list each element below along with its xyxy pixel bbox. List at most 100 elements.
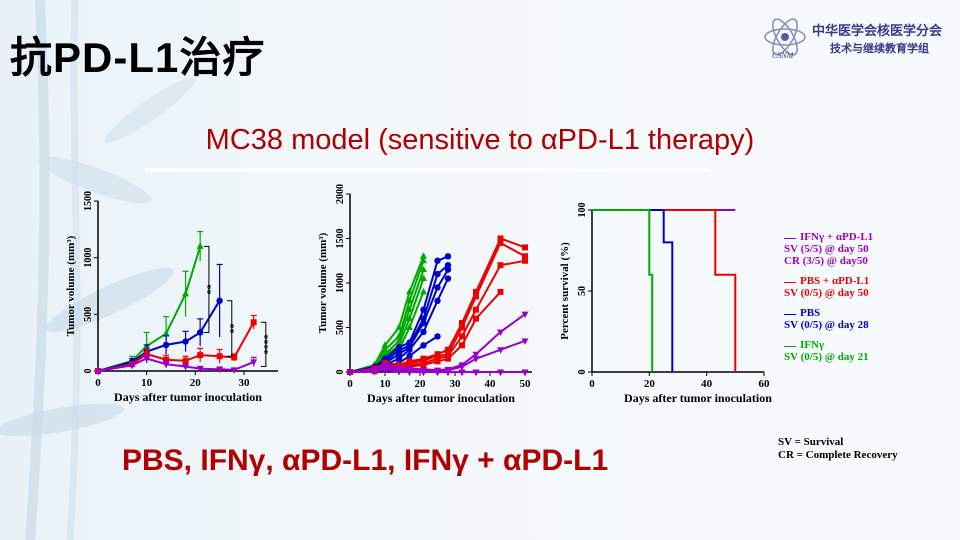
- data-point-pbs: [420, 328, 427, 336]
- data-point-pdl1: [522, 244, 528, 251]
- data-point-combo: [395, 369, 403, 376]
- data-point-combo: [434, 369, 441, 376]
- data-point-pdl1: [445, 355, 451, 362]
- data-point-combo: [216, 366, 224, 374]
- data-point-combo: [250, 359, 258, 366]
- legend-detail: SV (0/5) @ day 28: [784, 319, 869, 331]
- legend-detail: SV (5/5) @ day 50: [784, 243, 869, 255]
- legend-detail: SV (0/5) @ day 50: [784, 287, 869, 299]
- data-point-combo: [497, 369, 504, 376]
- data-point-pdl1: [459, 324, 465, 331]
- data-point-combo: [497, 329, 504, 336]
- data-point-pdl1: [459, 342, 465, 349]
- legend-detail: SV (0/5) @ day 21: [784, 351, 869, 363]
- logo: CSNM 中华医学会核医学分会 技术与继续教育学组: [760, 14, 950, 60]
- data-point-ifng: [420, 265, 427, 273]
- data-point-pbs: [434, 270, 441, 278]
- data-point-pbs: [434, 333, 441, 340]
- data-point-pbs: [182, 338, 189, 345]
- x-tick-label: 20: [190, 377, 202, 389]
- data-point-pdl1: [459, 320, 465, 327]
- y-tick-label: 1000: [335, 273, 346, 293]
- data-point-pdl1: [216, 353, 223, 360]
- data-point-pdl1: [231, 354, 238, 361]
- data-point-pbs: [444, 253, 452, 260]
- data-point-combo: [420, 369, 427, 376]
- data-point-combo: [230, 367, 238, 374]
- data-point-pdl1: [522, 253, 528, 260]
- data-point-combo: [472, 356, 480, 363]
- series-combo: [94, 353, 258, 375]
- divider: [145, 168, 710, 172]
- series-ifng: [592, 209, 654, 372]
- x-tick-label: 20: [644, 378, 656, 390]
- series-line-pdl1: [592, 209, 737, 372]
- data-point-combo: [472, 351, 480, 359]
- y-tick-label: 1500: [83, 191, 94, 211]
- data-point-pdl1: [497, 288, 504, 295]
- data-point-ifng: [182, 289, 190, 297]
- legend-label: PBS: [800, 307, 821, 319]
- logo-line2: 技术与继续教育学组: [830, 43, 929, 55]
- data-point-pdl1: [473, 306, 479, 313]
- y-axis-label: Tumor volume (mm³): [317, 232, 329, 333]
- x-tick-label: 20: [415, 378, 427, 390]
- series-combo: [346, 367, 529, 376]
- y-axis-label: Percent survival (%): [559, 242, 571, 340]
- data-point-pdl1: [445, 346, 451, 353]
- x-tick-label: 10: [380, 378, 392, 390]
- data-point-pdl1: [522, 257, 528, 264]
- x-tick-label: 0: [95, 377, 101, 389]
- x-tick-label: 30: [450, 378, 462, 390]
- data-point-pbs: [395, 351, 403, 358]
- legend-swatch: [784, 314, 796, 315]
- data-point-combo: [162, 361, 170, 369]
- chart-survival: 0 20 40 60 0 50 100 Days after tumor inoculatio…: [559, 203, 772, 406]
- data-point-pbs: [196, 329, 204, 336]
- significance-bracket: [226, 300, 233, 357]
- data-point-combo: [458, 369, 466, 376]
- data-point-pbs: [420, 342, 427, 349]
- footnote-sv: SV = Survival: [778, 436, 844, 448]
- x-tick-label: 40: [701, 378, 713, 390]
- data-point-pbs: [162, 341, 170, 349]
- data-point-combo: [521, 311, 529, 319]
- y-tick-label: 500: [335, 320, 346, 335]
- logo-mark: CSNM: [772, 51, 795, 60]
- x-tick-label: 0: [589, 378, 595, 390]
- data-point-pbs: [395, 355, 403, 362]
- chart-mean-tumor-volume: 0 10 20 30 0 500 1000 1500 Days after tumor inoc…: [65, 191, 278, 404]
- y-tick-label: 0: [577, 370, 588, 375]
- data-point-combo: [381, 367, 389, 375]
- significance-label: **: [206, 284, 217, 294]
- data-point-pdl1: [163, 356, 170, 363]
- series-pbs: [592, 209, 674, 372]
- data-point-pdl1: [497, 262, 504, 269]
- y-tick-label: 1500: [335, 229, 346, 249]
- series-pdl1: [592, 209, 737, 372]
- data-point-pdl1: [473, 315, 479, 322]
- data-point-combo: [497, 347, 504, 354]
- data-point-ifng: [381, 345, 389, 353]
- data-point-ifng: [381, 341, 389, 348]
- data-point-combo: [371, 369, 378, 376]
- data-point-pbs: [444, 266, 452, 273]
- data-point-pbs: [406, 346, 413, 353]
- data-point-ifng: [406, 314, 413, 322]
- data-point-combo: [458, 364, 466, 371]
- atom-logo-icon: CSNM: [764, 18, 806, 60]
- legend-swatch: [784, 282, 796, 283]
- data-point-pbs: [420, 319, 427, 327]
- data-point-combo: [143, 356, 151, 363]
- x-tick-label: 30: [238, 377, 250, 389]
- treatments-line: PBS, IFNγ, αPD-L1, IFNγ + αPD-L1: [122, 444, 609, 477]
- y-tick-label: 100: [577, 203, 588, 218]
- significance-bracket: [260, 321, 267, 367]
- data-point-pbs: [216, 297, 223, 304]
- significance-bracket: [203, 245, 210, 333]
- legend-label: PBS + αPD-L1: [800, 275, 870, 287]
- y-tick-label: 1000: [83, 248, 94, 268]
- data-point-combo: [406, 369, 413, 376]
